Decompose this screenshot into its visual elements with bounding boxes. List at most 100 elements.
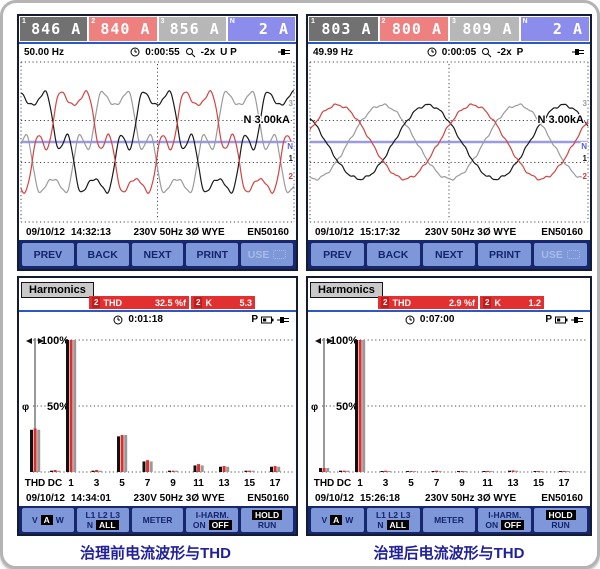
kfactor-badge: 2 K 5.3 bbox=[191, 296, 255, 309]
svg-text:17: 17 bbox=[558, 478, 570, 489]
svg-text:N 3.00kA: N 3.00kA bbox=[538, 114, 585, 126]
use-cursor-icon bbox=[566, 250, 580, 259]
channel-3-box: 3 809 A bbox=[450, 17, 519, 41]
svg-text:N: N bbox=[287, 142, 293, 151]
svg-text:13: 13 bbox=[218, 478, 230, 489]
waveform-screen-before: 1 846 A 2 840 A 3 856 A N 2 A 50.00 Hz 0… bbox=[17, 14, 298, 271]
channel-2-id: 2 bbox=[91, 18, 96, 25]
channel-2-box: 2 800 A bbox=[379, 17, 448, 41]
svg-text:1: 1 bbox=[68, 478, 74, 489]
record-time: 14:32:13 bbox=[70, 226, 111, 238]
thd-badge: 2 THD 32.5 %f bbox=[89, 296, 189, 309]
iharm-key[interactable]: I-HARM. ON OFF bbox=[478, 508, 532, 532]
probe-flag: P bbox=[251, 314, 258, 326]
back-button[interactable]: BACK bbox=[366, 243, 420, 266]
caption-before: 治理前电流波形与THD bbox=[80, 545, 231, 562]
standard-label: EN50160 bbox=[541, 226, 583, 238]
svg-text:50%: 50% bbox=[47, 401, 69, 413]
clock-icon bbox=[130, 47, 140, 57]
channel-2-value: 800 A bbox=[391, 20, 442, 38]
prev-button[interactable]: PREV bbox=[311, 243, 364, 266]
harmonics-screen-after: Harmonics 2 THD 2.9 %f 2 K 1.2 0:07:00 P bbox=[306, 276, 592, 536]
channel-n-value: 2 A bbox=[552, 20, 583, 38]
svg-text:15: 15 bbox=[244, 478, 256, 489]
standard-label: EN50160 bbox=[247, 226, 289, 238]
thd-channel: 2 bbox=[92, 297, 101, 308]
svg-text:3: 3 bbox=[94, 478, 100, 489]
power-plug-icon bbox=[571, 316, 583, 323]
svg-text:2: 2 bbox=[583, 172, 588, 181]
svg-text:1: 1 bbox=[357, 478, 363, 489]
badge-row: 2 THD 32.5 %f 2 K 5.3 bbox=[19, 296, 296, 312]
channel-3-value: 856 A bbox=[169, 20, 220, 38]
kfactor-badge: 2 K 1.2 bbox=[480, 296, 544, 309]
use-button[interactable]: USE bbox=[241, 243, 293, 266]
waveform-plot-tl: N 3.00kA 3 N 1 2 bbox=[19, 60, 296, 224]
meter-key[interactable]: METER bbox=[131, 508, 184, 532]
status-row: 50.00 Hz 0:00:55 -2x U P bbox=[19, 44, 296, 60]
line-config: 230V 50Hz 3Ø WYE bbox=[133, 492, 225, 504]
channel-value-bar: 1 803 A 2 800 A 3 809 A N 2 A bbox=[308, 16, 590, 44]
use-button[interactable]: USE bbox=[534, 243, 587, 266]
waveform-screen-after: 1 803 A 2 800 A 3 809 A N 2 A 49.99 Hz 0… bbox=[306, 14, 592, 271]
svg-text:11: 11 bbox=[193, 478, 204, 489]
channel-1-box: 1 803 A bbox=[309, 17, 378, 41]
waveform-plot-tr: N 3.00kA 3 N 1 2 bbox=[308, 60, 590, 224]
standard-label: EN50160 bbox=[541, 492, 583, 504]
status-row: 0:01:18 P bbox=[19, 312, 296, 328]
channel-value-bar: 1 846 A 2 840 A 3 856 A N 2 A bbox=[19, 16, 296, 44]
svg-text:15: 15 bbox=[533, 478, 545, 489]
print-button[interactable]: PRINT bbox=[186, 243, 239, 266]
thd-badge: 2 THD 2.9 %f bbox=[378, 296, 478, 309]
hold-run-key[interactable]: HOLD RUN bbox=[534, 508, 587, 532]
elapsed-time: 0:01:18 bbox=[128, 314, 163, 326]
prev-button[interactable]: PREV bbox=[22, 243, 74, 266]
svg-text:5: 5 bbox=[408, 478, 414, 489]
iharm-key[interactable]: I-HARM. ON OFF bbox=[186, 508, 239, 532]
zoom-icon bbox=[185, 47, 196, 57]
svg-text:THD: THD bbox=[314, 478, 335, 489]
hold-run-key[interactable]: HOLD RUN bbox=[241, 508, 293, 532]
clock-icon bbox=[405, 315, 415, 325]
status-row: 49.99 Hz 0:00:05 -2x P bbox=[308, 44, 590, 60]
power-plug-icon bbox=[277, 316, 289, 323]
caption-after: 治理后电流波形与THD bbox=[373, 545, 525, 562]
thd-value: 2.9 %f bbox=[448, 297, 475, 308]
title-row: Harmonics bbox=[308, 278, 590, 298]
meter-key[interactable]: METER bbox=[422, 508, 476, 532]
line-config: 230V 50Hz 3Ø WYE bbox=[133, 226, 225, 238]
record-date: 09/10/12 bbox=[26, 226, 65, 238]
channel-2-id: 2 bbox=[381, 18, 386, 25]
svg-text:17: 17 bbox=[269, 478, 281, 489]
phase-select-key[interactable]: L1 L2 L3 N ALL bbox=[76, 508, 129, 532]
record-time: 15:26:18 bbox=[359, 492, 400, 504]
record-date: 09/10/12 bbox=[26, 492, 65, 504]
svg-text:50%: 50% bbox=[336, 401, 358, 413]
svg-text:THD: THD bbox=[25, 478, 46, 489]
channel-1-box: 1 846 A bbox=[20, 17, 88, 41]
channel-1-value: 846 A bbox=[31, 20, 82, 38]
channel-n-id: N bbox=[522, 18, 528, 25]
battery-icon bbox=[555, 316, 568, 324]
elapsed-time: 0:00:55 bbox=[145, 46, 180, 58]
k-channel: 2 bbox=[483, 297, 492, 308]
channel-n-box: N 2 A bbox=[520, 17, 589, 41]
next-button[interactable]: NEXT bbox=[131, 243, 184, 266]
channel-3-box: 3 856 A bbox=[158, 17, 226, 41]
probe-flag: P bbox=[545, 314, 552, 326]
next-button[interactable]: NEXT bbox=[422, 243, 476, 266]
zoom-level: -2x bbox=[497, 46, 512, 58]
phase-select-key[interactable]: L1 L2 L3 N ALL bbox=[366, 508, 420, 532]
zoom-icon bbox=[482, 47, 492, 57]
svg-text:11: 11 bbox=[482, 478, 493, 489]
print-button[interactable]: PRINT bbox=[478, 243, 532, 266]
channel-2-value: 840 A bbox=[100, 20, 151, 38]
svg-text:2: 2 bbox=[289, 172, 294, 181]
thd-channel: 2 bbox=[381, 297, 390, 308]
measurement-info-row: 09/10/12 15:17:32 230V 50Hz 3Ø WYE EN5016… bbox=[308, 224, 590, 240]
power-plug-icon bbox=[572, 49, 584, 55]
back-button[interactable]: BACK bbox=[76, 243, 129, 266]
